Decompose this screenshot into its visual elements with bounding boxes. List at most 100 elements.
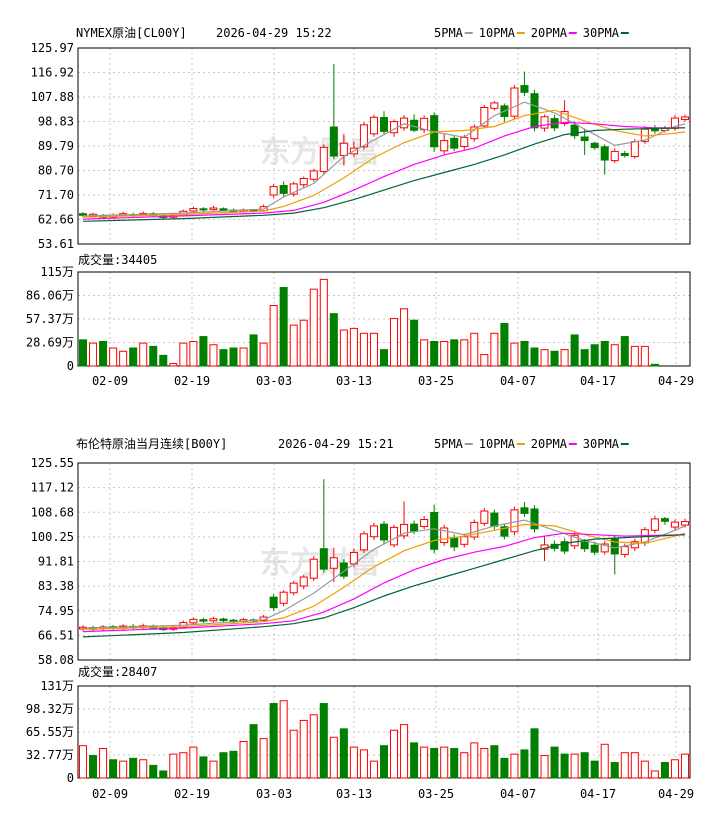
volume-bar xyxy=(79,339,88,367)
candle xyxy=(560,541,569,552)
price-tick-label: 89.79 xyxy=(38,139,74,153)
candle xyxy=(369,116,378,135)
volume-bar xyxy=(630,345,639,367)
volume-bar xyxy=(430,340,439,367)
brent-crude-chart: 布伦特原油当月连续[B00Y] 2026-04-29 15:21 5PMA 10P… xyxy=(26,436,694,801)
volume-bar xyxy=(490,332,499,367)
volume-bars xyxy=(79,700,690,779)
volume-bar xyxy=(600,743,609,779)
price-panel-frame xyxy=(77,462,691,661)
volume-bar xyxy=(289,324,298,367)
volume-bar xyxy=(379,745,389,779)
volume-tick-label: 57.37万 xyxy=(26,312,74,326)
volume-tick-label: 28.69万 xyxy=(26,336,74,350)
volume-bar xyxy=(259,738,268,779)
volume-bar xyxy=(580,349,589,367)
ma-line xyxy=(82,534,686,638)
volume-bar xyxy=(339,329,348,367)
volume-bar xyxy=(450,748,459,779)
volume-tick-label: 0 xyxy=(67,359,74,373)
candle xyxy=(470,521,479,538)
volume-bar xyxy=(239,740,248,779)
volume-bar xyxy=(490,745,499,779)
volume-bar xyxy=(570,753,579,779)
volume-bar xyxy=(319,278,328,367)
candle xyxy=(400,117,409,129)
candle xyxy=(630,141,639,158)
legend-label: 5PMA xyxy=(434,26,464,40)
volume-tick-label: 115万 xyxy=(40,265,74,279)
date-tick-label: 03-25 xyxy=(418,787,454,801)
candle xyxy=(600,543,609,553)
volume-bar xyxy=(620,336,629,367)
ma-legend: 5PMA 10PMA 20PMA 30PMA xyxy=(434,26,629,40)
volume-bar xyxy=(540,349,549,367)
volume-bar xyxy=(550,350,559,367)
volume-bar xyxy=(359,332,368,367)
volume-bar xyxy=(480,748,489,779)
candle xyxy=(209,618,218,622)
volume-bar xyxy=(500,757,509,779)
volume-bar xyxy=(460,752,469,779)
volume-bar xyxy=(500,322,509,367)
volume-tick-label: 65.55万 xyxy=(26,725,74,739)
candle xyxy=(620,546,629,556)
volume-bar xyxy=(169,753,178,779)
volume-bar xyxy=(109,347,118,367)
ma-line xyxy=(82,532,686,633)
volume-bar xyxy=(199,336,208,367)
volume-bar xyxy=(410,319,419,367)
volume-bar xyxy=(189,746,198,779)
volume-bar xyxy=(400,724,409,779)
candle xyxy=(450,537,459,548)
volume-bar xyxy=(269,703,278,779)
candle xyxy=(309,170,318,180)
candle xyxy=(299,576,308,587)
volume-bar xyxy=(339,728,348,779)
candle xyxy=(540,116,549,129)
price-tick-label: 71.70 xyxy=(38,188,74,202)
volume-bar xyxy=(450,339,459,367)
volume-bar xyxy=(590,760,599,779)
price-tick-label: 80.70 xyxy=(38,164,74,178)
volume-bar xyxy=(179,752,188,779)
candle xyxy=(480,510,489,524)
candle xyxy=(670,521,679,528)
volume-bar xyxy=(590,344,599,367)
volume-tick-label: 86.06万 xyxy=(26,289,74,303)
candle xyxy=(490,512,499,527)
volume-bar xyxy=(349,327,358,367)
candle xyxy=(660,518,669,522)
candle xyxy=(319,548,328,570)
volume-bar xyxy=(289,729,298,779)
candle xyxy=(460,536,469,545)
legend-label: 20PMA xyxy=(531,26,568,40)
ma-lines xyxy=(82,519,686,638)
chart-timestamp: 2026-04-29 15:22 xyxy=(216,26,332,40)
candle xyxy=(440,527,449,544)
price-tick-label: 53.61 xyxy=(38,237,74,251)
volume-bar xyxy=(460,339,469,367)
price-panel-frame xyxy=(77,47,691,245)
volume-label: 成交量:34405 xyxy=(78,252,157,267)
candle xyxy=(500,526,509,537)
candle xyxy=(299,177,308,186)
candle xyxy=(219,208,228,211)
candle xyxy=(520,507,529,514)
date-tick-label: 02-19 xyxy=(174,374,210,388)
volume-bar xyxy=(470,742,479,779)
volume-bar xyxy=(580,752,589,779)
volume-bar xyxy=(530,728,539,779)
volume-bar xyxy=(229,750,238,779)
candle xyxy=(450,137,459,149)
volume-bar xyxy=(319,703,328,779)
price-tick-label: 125.55 xyxy=(31,456,74,470)
volume-bar xyxy=(129,757,138,779)
volume-bar xyxy=(620,752,629,779)
volume-bar xyxy=(510,753,519,779)
volume-label: 成交量:28407 xyxy=(78,664,157,679)
candle xyxy=(530,508,539,530)
candle xyxy=(379,523,389,541)
candle xyxy=(480,107,489,127)
volume-bar xyxy=(219,349,228,367)
